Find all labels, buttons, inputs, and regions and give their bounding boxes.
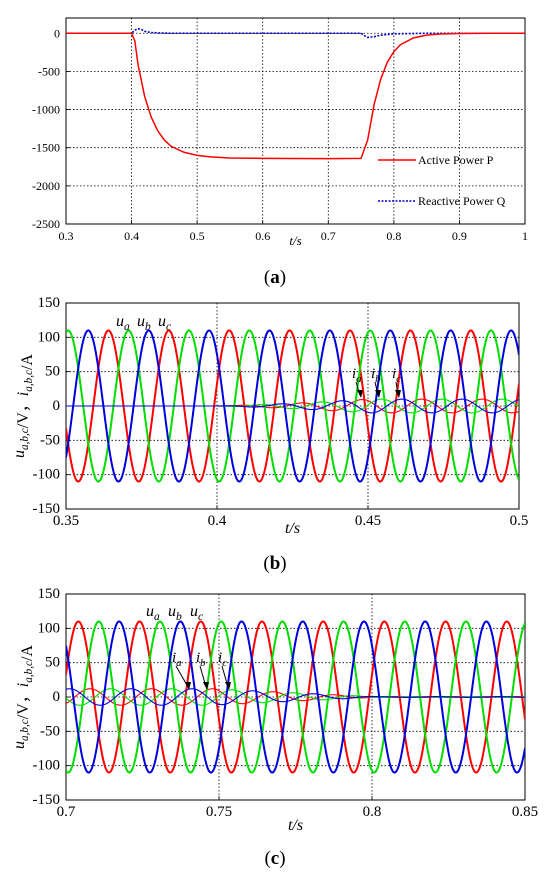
y-tick-label: 150: [38, 586, 61, 602]
y-tick-label: 0: [54, 26, 60, 40]
voltage-line-u_a: [66, 329, 519, 483]
y-tick-label: 0: [53, 689, 61, 705]
y-tick-label: -100: [33, 467, 61, 483]
annotation-arrowhead: [395, 390, 401, 398]
x-tick-label: 0.4: [208, 513, 227, 529]
y-axis-label: ua,b,c/V，ia,b,c/A: [11, 354, 36, 458]
chart-panel-c: 0.7 0.75 0.8 0.85 150 100 50 0 -50 -100 -150 t/s(c)…: [11, 586, 538, 869]
x-tick-label: 0.75: [206, 804, 232, 820]
y-tick-label: -100: [33, 758, 61, 774]
voltage-line-u_b: [66, 329, 519, 483]
annotation-arrowhead: [185, 682, 191, 690]
panel-label: (a): [264, 267, 286, 288]
y-tick-label: -150: [33, 792, 61, 808]
x-axis-label: t/s: [288, 817, 303, 834]
x-axis-label: t/s: [289, 233, 301, 248]
y-tick-label: 0: [53, 398, 61, 414]
y-tick-label: -1000: [32, 103, 60, 117]
voltage-label-uc: uc: [158, 313, 171, 333]
current-line-i_c: [66, 688, 525, 706]
voltage-label-ua: ua: [116, 313, 130, 333]
annotation-arrowhead: [203, 682, 209, 690]
annotation-arrowhead: [375, 390, 381, 398]
voltage-line-u_b: [66, 620, 525, 774]
x-tick-label: 0.7: [57, 804, 76, 820]
x-tick-label: 0.4: [124, 229, 139, 243]
x-tick-label: 0.5: [510, 513, 529, 529]
panel-label: (c): [264, 848, 285, 869]
voltage-label-ua: ua: [146, 603, 160, 623]
y-tick-label: -150: [33, 501, 61, 517]
y-tick-label: -50: [40, 723, 60, 739]
y-tick-label: -50: [40, 432, 60, 448]
legend-label: Active Power P: [418, 153, 494, 167]
y-tick-label: 50: [45, 655, 60, 671]
current-line-i_c: [66, 398, 519, 414]
panel-label: (b): [263, 553, 286, 574]
y-tick-label: -2000: [32, 179, 60, 193]
y-tick-label: -500: [38, 64, 60, 78]
voltage-label-uc: uc: [190, 603, 203, 623]
x-tick-label: 0.8: [386, 229, 401, 243]
legend-label: Reactive Power Q: [418, 194, 506, 208]
x-tick-label: 0.8: [363, 804, 382, 820]
current-label-ic: ic: [218, 650, 227, 669]
y-axis-label: ua,b,c/V，ia,b,c/A: [11, 645, 36, 749]
voltage-label-ub: ub: [137, 313, 151, 333]
x-tick-label: 0.7: [321, 229, 336, 243]
x-tick-label: 0.3: [59, 229, 74, 243]
y-tick-label: 150: [38, 295, 61, 311]
x-tick-label: 0.9: [452, 229, 467, 243]
annotation-arrowhead: [225, 682, 231, 690]
x-tick-label: 0.5: [190, 229, 205, 243]
current-line-i_b: [66, 688, 525, 706]
voltage-label-ub: ub: [168, 603, 182, 623]
plot-frame: [65, 17, 526, 225]
y-tick-label: 100: [38, 329, 61, 345]
current-label-ic: ic: [392, 366, 401, 385]
x-tick-label: 0.45: [355, 513, 381, 529]
y-tick-label: 50: [45, 364, 60, 380]
voltage-line-u_a: [66, 620, 525, 774]
current-label-ia: ia: [352, 366, 362, 385]
x-tick-label: 0.85: [512, 804, 538, 820]
voltage-line-u_c: [66, 620, 525, 774]
x-tick-label: 0.35: [53, 513, 79, 529]
y-tick-label: 100: [38, 620, 61, 636]
y-tick-label: -2500: [32, 217, 60, 231]
series-line-active-power-p: [66, 32, 525, 160]
legend: Active Power P Reactive Power Q: [378, 153, 506, 208]
chart-panel-a: 0.3 0.4 0.5 0.6 0.7 0.8 0.9 1 0 -500 -1000 -1500 -20…: [32, 17, 528, 288]
x-axis-label: t/s: [285, 520, 300, 537]
y-tick-label: -1500: [32, 141, 60, 155]
x-tick-label: 1: [522, 229, 528, 243]
annotation-arrowhead: [357, 390, 363, 398]
chart-panel-b: 0.35 0.4 0.45 0.5 150 100 50 0 -50 -100 -150 t/s (b)…: [11, 295, 528, 574]
voltage-line-u_c: [66, 329, 519, 483]
current-label-ia: ia: [172, 650, 182, 669]
x-tick-label: 0.6: [255, 229, 270, 243]
current-label-ib: ib: [196, 650, 206, 669]
current-label-ib: ib: [371, 366, 381, 385]
series-line-reactive-power-q: [66, 27, 525, 39]
